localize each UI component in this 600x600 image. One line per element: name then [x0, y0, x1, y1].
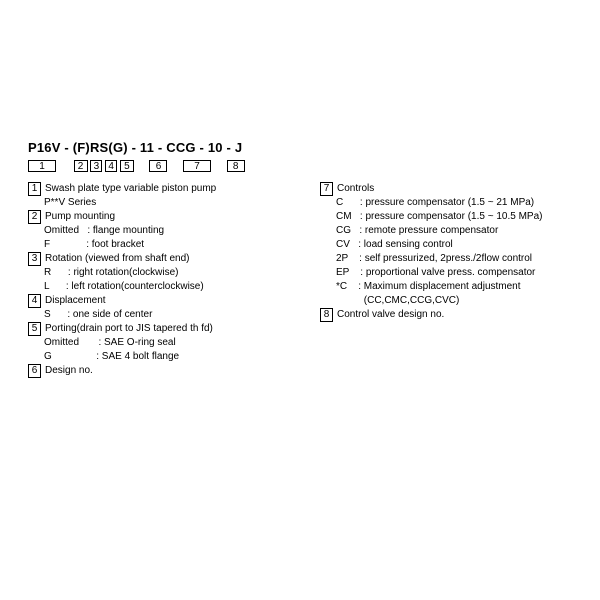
legend-item-7: 7 Controls	[320, 182, 590, 196]
legend-item-3: 3 Rotation (viewed from shaft end)	[28, 252, 308, 266]
index-box-8: 8	[227, 160, 245, 172]
legend-num-box: 7	[320, 182, 333, 196]
index-box-6: 6	[149, 160, 167, 172]
legend-subline: R : right rotation(clockwise)	[28, 266, 308, 280]
legend-title: Controls	[337, 182, 590, 196]
legend-title: Porting(drain port to JIS tapered th fd)	[45, 322, 308, 336]
legend-subline: C : pressure compensator (1.5 ~ 21 MPa)	[320, 196, 590, 210]
legend-item-4: 4 Displacement	[28, 294, 308, 308]
legend-subline: Omitted : SAE O-ring seal	[28, 336, 308, 350]
legend-subline: G : SAE 4 bolt flange	[28, 350, 308, 364]
legend-subline: CG : remote pressure compensator	[320, 224, 590, 238]
model-code: P16V - (F)RS(G) - 11 - CCG - 10 - J	[28, 140, 242, 155]
legend-left: 1 Swash plate type variable piston pumpP*…	[28, 182, 308, 378]
legend-right: 7 ControlsC : pressure compensator (1.5 ~…	[320, 182, 590, 322]
legend-item-2: 2 Pump mounting	[28, 210, 308, 224]
legend-subline: Omitted : flange mounting	[28, 224, 308, 238]
legend-num-box: 8	[320, 308, 333, 322]
legend-title: Pump mounting	[45, 210, 308, 224]
index-box-4: 4	[105, 160, 117, 172]
legend-title: Design no.	[45, 364, 308, 378]
index-box-3: 3	[90, 160, 102, 172]
index-box-2: 2	[74, 160, 88, 172]
legend-item-1: 1 Swash plate type variable piston pump	[28, 182, 308, 196]
legend-subline: P**V Series	[28, 196, 308, 210]
legend-subline: 2P : self pressurized, 2press./2flow con…	[320, 252, 590, 266]
legend-num-box: 5	[28, 322, 41, 336]
legend-item-5: 5 Porting(drain port to JIS tapered th fd…	[28, 322, 308, 336]
legend-title: Control valve design no.	[337, 308, 590, 322]
legend-subline: F : foot bracket	[28, 238, 308, 252]
legend-subline: (CC,CMC,CCG,CVC)	[320, 294, 590, 308]
legend-item-6: 6 Design no.	[28, 364, 308, 378]
legend-subline: CM : pressure compensator (1.5 ~ 10.5 MP…	[320, 210, 590, 224]
legend-subline: CV : load sensing control	[320, 238, 590, 252]
index-boxes-row: 1 2 3 4 5 6 7 8	[28, 160, 245, 172]
legend-num-box: 1	[28, 182, 41, 196]
index-box-5: 5	[120, 160, 134, 172]
legend-subline: EP : proportional valve press. compensat…	[320, 266, 590, 280]
index-box-1: 1	[28, 160, 56, 172]
legend-subline: L : left rotation(counterclockwise)	[28, 280, 308, 294]
legend-num-box: 4	[28, 294, 41, 308]
legend-subline: S : one side of center	[28, 308, 308, 322]
legend-item-8: 8 Control valve design no.	[320, 308, 590, 322]
legend-num-box: 2	[28, 210, 41, 224]
legend-title: Swash plate type variable piston pump	[45, 182, 308, 196]
legend-title: Rotation (viewed from shaft end)	[45, 252, 308, 266]
legend-num-box: 6	[28, 364, 41, 378]
legend-subline: *C : Maximum displacement adjustment	[320, 280, 590, 294]
index-box-7: 7	[183, 160, 211, 172]
legend-title: Displacement	[45, 294, 308, 308]
legend-num-box: 3	[28, 252, 41, 266]
